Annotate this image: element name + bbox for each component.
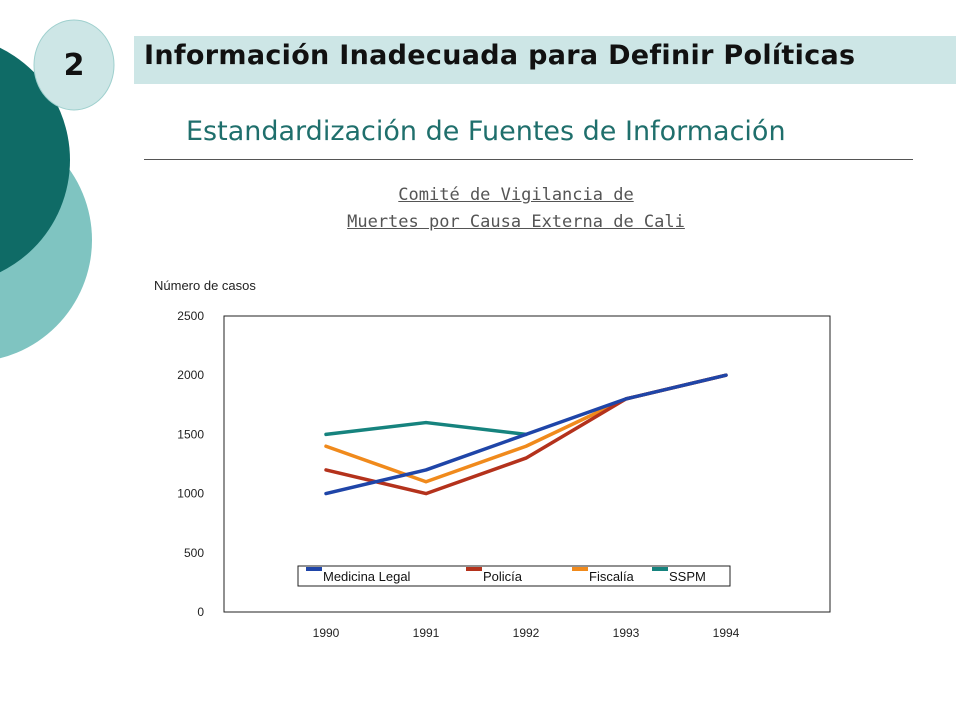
x-tick-label: 1990: [313, 626, 340, 640]
y-tick-label: 1500: [177, 427, 204, 441]
legend-swatch: [572, 567, 588, 571]
legend-label: Policía: [483, 569, 523, 584]
plot-area: [223, 315, 831, 613]
slide-title: Información Inadecuada para Definir Polí…: [144, 40, 856, 71]
line-chart: Número de casos 0 500 1000 1500 2000 2500 199…: [154, 278, 831, 640]
slide-subtitle: Estandardización de Fuentes de Informaci…: [186, 116, 786, 147]
legend-swatch: [466, 567, 482, 571]
legend-label: Fiscalía: [589, 569, 635, 584]
title-bar: [134, 36, 956, 84]
committee-line-2: Muertes por Causa Externa de Cali: [347, 212, 685, 232]
y-tick-label: 2500: [177, 309, 204, 323]
legend-box: [297, 565, 731, 587]
y-tick-label: 2000: [177, 368, 204, 382]
y-tick-label: 1000: [177, 487, 204, 501]
slide-number-circle: [33, 19, 115, 111]
x-tick-label: 1992: [513, 626, 540, 640]
decorative-circles: [0, 19, 115, 359]
x-tick-label: 1994: [713, 626, 740, 640]
x-tick-label: 1991: [413, 626, 440, 640]
divider: [144, 159, 913, 160]
x-tick-label: 1993: [613, 626, 640, 640]
y-axis-label: Número de casos: [154, 278, 256, 293]
series-line: [324, 373, 728, 496]
y-tick-label: 500: [184, 546, 204, 560]
dark-teal-circle: [0, 47, 70, 273]
series-line: [324, 420, 528, 437]
legend-label: Medicina Legal: [323, 569, 411, 584]
legend-swatch: [652, 567, 668, 571]
slide-number: 2: [63, 47, 85, 83]
committee-line-1: Comité de Vigilancia de: [398, 185, 634, 205]
legend: Medicina Legal Policía Fiscalía SSPM: [297, 565, 731, 587]
committee-caption: Comité de Vigilancia de Muertes por Caus…: [300, 182, 732, 236]
y-tick-label: 0: [197, 605, 204, 619]
legend-swatch: [306, 567, 322, 571]
legend-label: SSPM: [669, 569, 706, 584]
